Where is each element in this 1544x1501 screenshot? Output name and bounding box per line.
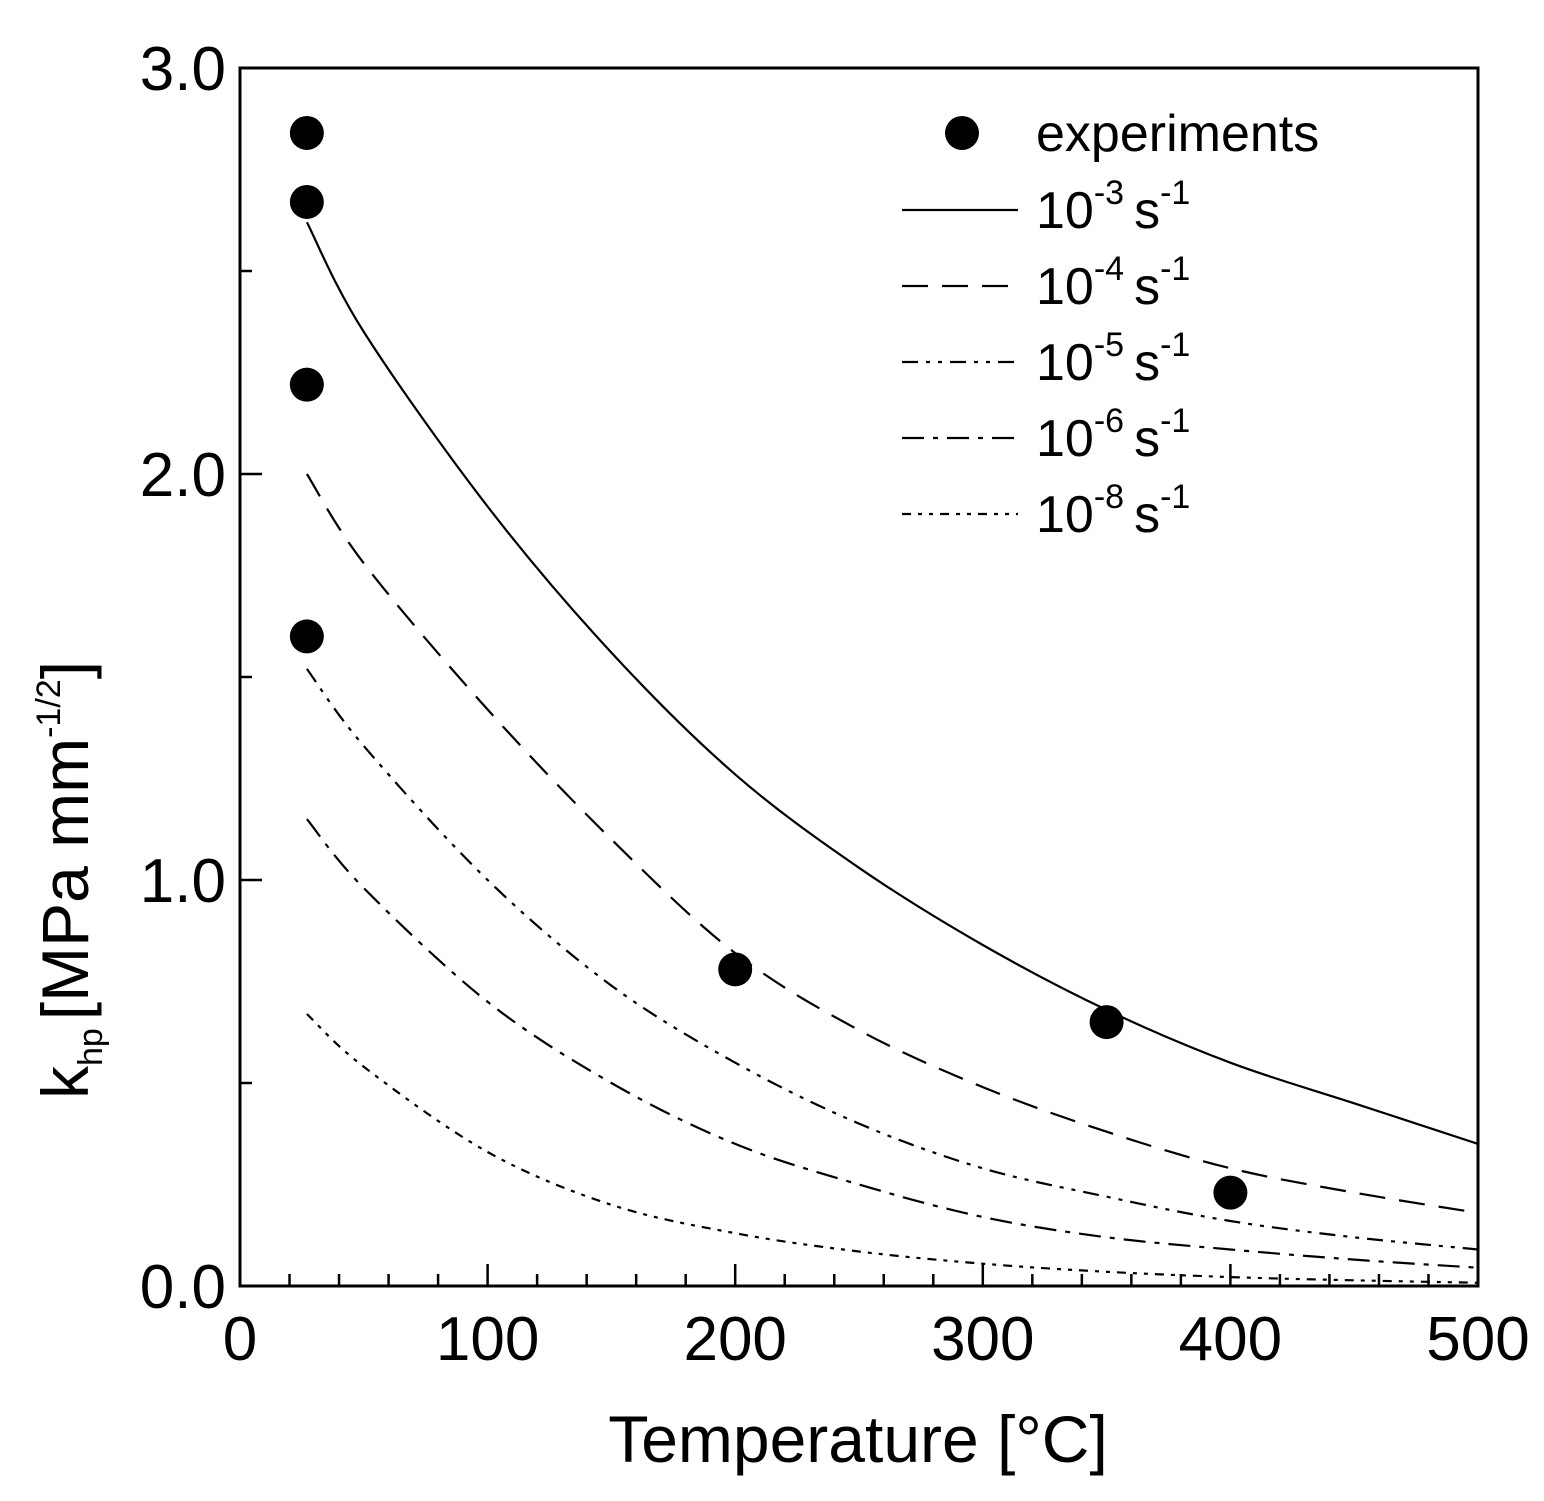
legend-label-series-3: 10-5 s-1 — [1036, 326, 1190, 392]
x-tick-label: 500 — [1426, 1305, 1529, 1374]
experiment-point-4 — [289, 619, 324, 654]
legend-label-experiments: experiments — [1036, 105, 1319, 163]
x-tick-label: 300 — [931, 1305, 1034, 1374]
y-tick-label: 0.0 — [140, 1253, 226, 1322]
legend-symbol-experiments — [945, 116, 979, 150]
y-axis-unit-exponent: -1/2 — [30, 679, 68, 738]
experiment-point-2 — [289, 184, 324, 219]
x-tick-label: 400 — [1179, 1305, 1282, 1374]
y-axis-symbol: k — [28, 1065, 102, 1099]
y-tick-label: 3.0 — [140, 35, 226, 104]
points-layer — [289, 115, 1248, 1210]
y-axis-title: khp [MPa mm-1/2] — [28, 661, 110, 1099]
y-axis-subscript: hp — [72, 1028, 110, 1066]
series-line-5 — [306, 1013, 1479, 1284]
ticks-layer — [238, 66, 1480, 1288]
series-line-1 — [305, 221, 1479, 1145]
x-tick-label: 0 — [223, 1305, 257, 1374]
x-tick-label: 100 — [436, 1305, 539, 1374]
series-line-2 — [305, 473, 1479, 1214]
experiment-point-5 — [718, 952, 753, 987]
y-tick-label: 1.0 — [140, 847, 226, 916]
plot-frame — [238, 66, 1480, 1288]
tick-labels-layer: 0 100 200 300 400 500 0.0 1.0 2.0 3.0 — [140, 35, 1530, 1374]
curves-layer — [305, 221, 1479, 1284]
legend-label-series-1: 10-3 s-1 — [1036, 174, 1190, 240]
series-line-3 — [306, 668, 1479, 1251]
x-axis-title: Temperature [°C] — [608, 1402, 1108, 1476]
legend-label-series-4: 10-6 s-1 — [1036, 402, 1190, 468]
experiment-point-3 — [289, 367, 324, 402]
experiment-point-7 — [1213, 1175, 1248, 1210]
experiment-point-6 — [1089, 1005, 1124, 1040]
legend-label-series-5: 10-8 s-1 — [1036, 478, 1190, 544]
x-tick-label: 200 — [683, 1305, 786, 1374]
series-line-4 — [306, 818, 1479, 1269]
legend: experiments 10-3 s-1 10-4 s-1 10-5 s-1 10-6 s-1 1… — [902, 105, 1319, 544]
legend-label-series-2: 10-4 s-1 — [1036, 250, 1190, 316]
y-axis-unit-close: ] — [28, 661, 102, 679]
y-axis-unit: [MPa mm — [28, 738, 102, 1020]
y-tick-label: 2.0 — [140, 441, 226, 510]
experiment-point-1 — [289, 115, 324, 150]
